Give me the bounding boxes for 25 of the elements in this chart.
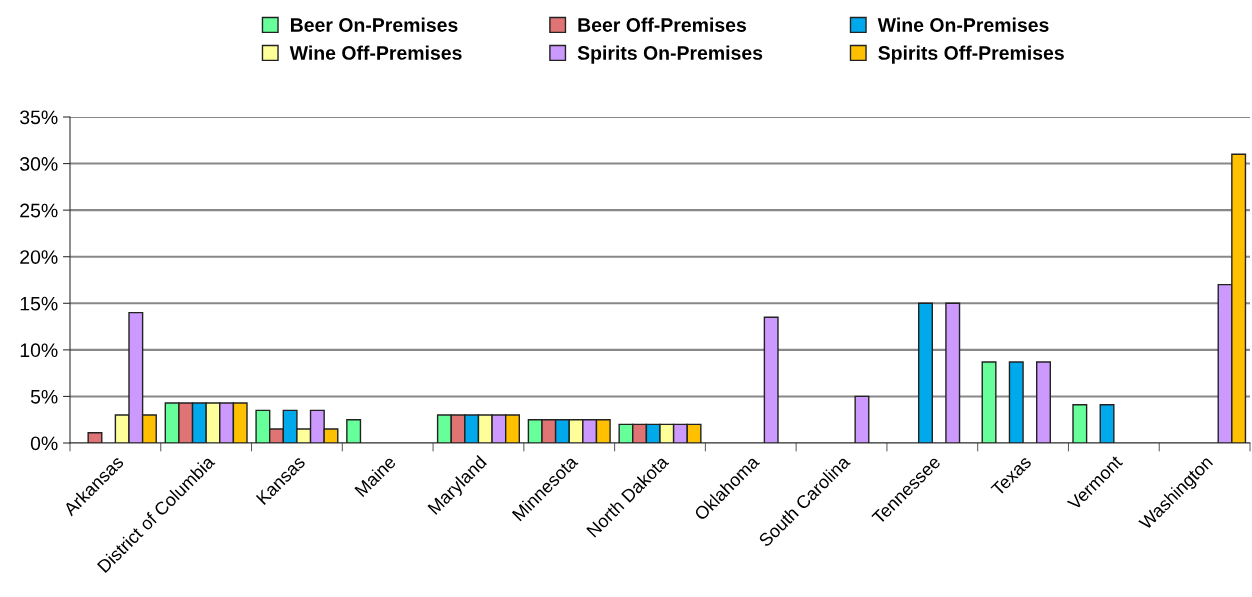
y-tick-label: 10%: [20, 343, 58, 358]
bar: [1035, 361, 1052, 443]
y-tick-label: 15%: [20, 296, 58, 311]
bar: [1099, 404, 1115, 443]
y-tick-label: 25%: [20, 203, 58, 218]
bar: [854, 395, 870, 443]
bar: [1072, 404, 1088, 443]
legend-label: Beer Off-Premises: [578, 17, 746, 32]
legend-label: Spirits Off-Premises: [878, 45, 1064, 64]
bar: [346, 419, 362, 443]
bar: [763, 316, 779, 443]
bar: [87, 432, 103, 443]
bar: [981, 361, 997, 443]
legend-label: Beer On-Premises: [291, 17, 458, 32]
y-tick-label: 30%: [20, 157, 58, 171]
legend-label: Spirits On-Premises: [577, 45, 763, 64]
y-tick-label: 0%: [30, 436, 58, 451]
y-tick-label: 5%: [30, 389, 58, 404]
bar: [1008, 361, 1024, 443]
legend-label: Wine On-Premises: [877, 17, 1049, 32]
y-tick-label: 20%: [20, 250, 58, 264]
bar: [917, 302, 934, 443]
y-tick-label: 35%: [20, 110, 58, 125]
bar: [945, 302, 961, 443]
legend-label: Wine Off-Premises: [289, 45, 462, 60]
